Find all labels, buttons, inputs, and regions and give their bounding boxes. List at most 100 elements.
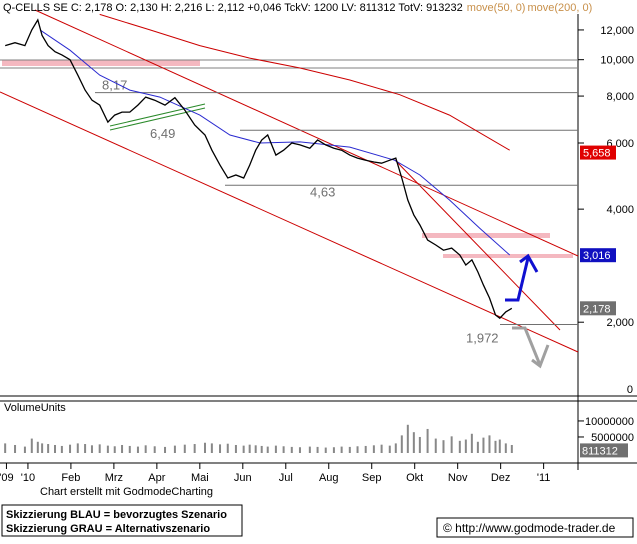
y-tick-label: 2,000 <box>606 317 634 329</box>
volume-bar <box>14 444 17 453</box>
y-tick-label: 8,000 <box>606 91 634 103</box>
scenario-grey <box>512 326 542 366</box>
volume-bar <box>36 441 39 453</box>
volume-bar <box>47 444 50 453</box>
note: Skizzierung GRAU = Alternativszenario <box>6 523 210 535</box>
x-tick-label: Dez <box>491 472 511 484</box>
y-tick-label: 10,000 <box>600 55 634 67</box>
x-tick-label: '11 <box>537 472 551 484</box>
x-tick-label: Mrz <box>105 472 123 484</box>
level-label: 1,972 <box>466 331 499 346</box>
volume-bar <box>84 444 87 453</box>
scenario-blue <box>505 257 530 302</box>
volume-bar <box>41 443 44 453</box>
volume-bar <box>418 436 421 453</box>
volume-bar <box>69 444 72 453</box>
volume-bar <box>248 444 251 453</box>
volume-bar <box>316 446 319 453</box>
volume-bar <box>406 424 409 453</box>
volume-bar <box>356 446 359 453</box>
volume-bar <box>364 445 367 453</box>
volume-bar <box>498 439 501 453</box>
x-tick-label: Mai <box>191 472 209 484</box>
level-label: 8,17 <box>102 78 127 93</box>
volume-bar <box>458 440 461 453</box>
volume-bar <box>348 446 351 453</box>
volume-bar <box>332 447 335 453</box>
legend-box <box>1 504 243 537</box>
price-line <box>5 18 513 320</box>
volume-bar <box>510 444 513 453</box>
volume-bar <box>260 445 263 453</box>
y-tick-label: 12,000 <box>600 25 634 37</box>
volume-bar <box>173 445 176 453</box>
volume-bar <box>106 445 109 453</box>
volume-bar <box>203 442 206 453</box>
scenario-grey <box>531 344 550 369</box>
volume-bar <box>372 445 375 453</box>
volume-bar <box>488 435 491 453</box>
volume-bar <box>76 443 79 453</box>
trend-line <box>394 159 561 331</box>
volume-bar <box>4 443 7 453</box>
volume-bar <box>153 446 156 453</box>
x-tick-label: Apr <box>148 472 165 484</box>
price-marker <box>580 301 616 316</box>
volume-bar <box>464 439 467 453</box>
volume-bar <box>274 445 277 453</box>
x-tick-label: Sep <box>362 472 382 484</box>
volume-bar <box>400 435 403 453</box>
chart-title: Q-CELLS SE C: 2,178 O: 2,130 H: 2,216 L:… <box>3 2 463 14</box>
x-tick-label: Okt <box>406 472 423 484</box>
x-tick-label: Aug <box>319 472 339 484</box>
volume-marker <box>580 443 628 458</box>
level-label: 6,49 <box>150 126 175 141</box>
legend-entry: move(200, 0) <box>527 2 592 14</box>
volume-bar <box>234 444 237 453</box>
price-marker <box>580 248 616 263</box>
volume-bar <box>128 445 131 453</box>
volume-bar <box>482 437 485 453</box>
volume-bar <box>388 445 391 453</box>
chart-title: Q-CELLS SE C: 2,178 O: 2,130 H: 2,216 L:… <box>3 2 592 14</box>
volume-bar <box>266 446 269 453</box>
volume-bar <box>412 432 415 453</box>
level-label: 4,63 <box>310 184 335 199</box>
volume-bar <box>210 443 213 453</box>
volume-bar <box>380 444 383 453</box>
volume-bar <box>54 444 57 453</box>
trend-line <box>109 103 206 127</box>
x-tick-label: Feb <box>61 472 80 484</box>
volume-bar <box>23 446 26 453</box>
volume-bar <box>494 440 497 453</box>
trend-line <box>0 91 579 353</box>
price-marker-label: 5,658 <box>583 148 611 160</box>
scenario-blue <box>519 253 539 273</box>
volume-bar <box>121 444 124 453</box>
y-tick-label: 0 <box>627 384 633 396</box>
volume-bar <box>183 444 186 453</box>
x-tick-label: Jul <box>279 472 293 484</box>
price-marker <box>580 145 616 160</box>
volume-bar <box>90 445 93 453</box>
volume-bar <box>226 443 229 453</box>
volume-title: VolumeUnits <box>4 402 66 414</box>
volume-bar <box>290 446 293 453</box>
y-tick-label: 5000000 <box>591 432 634 444</box>
volume-bar <box>340 446 343 453</box>
x-tick-label: Nov <box>448 472 468 484</box>
legend-entry: move(50, 0) <box>467 2 526 14</box>
x-tick-label: '10 <box>21 472 35 484</box>
volume-bar <box>242 445 245 453</box>
volume-bar <box>254 445 257 453</box>
trend-line <box>109 107 206 131</box>
price-marker-label: 3,016 <box>583 250 611 262</box>
y-tick-label: 10000000 <box>585 416 634 428</box>
volume-bar <box>450 436 453 453</box>
note: Skizzierung BLAU = bevorzugtes Szenario <box>6 509 227 521</box>
volume-bar <box>144 445 147 453</box>
volume-bar <box>113 446 116 453</box>
volume-bar <box>60 445 63 453</box>
